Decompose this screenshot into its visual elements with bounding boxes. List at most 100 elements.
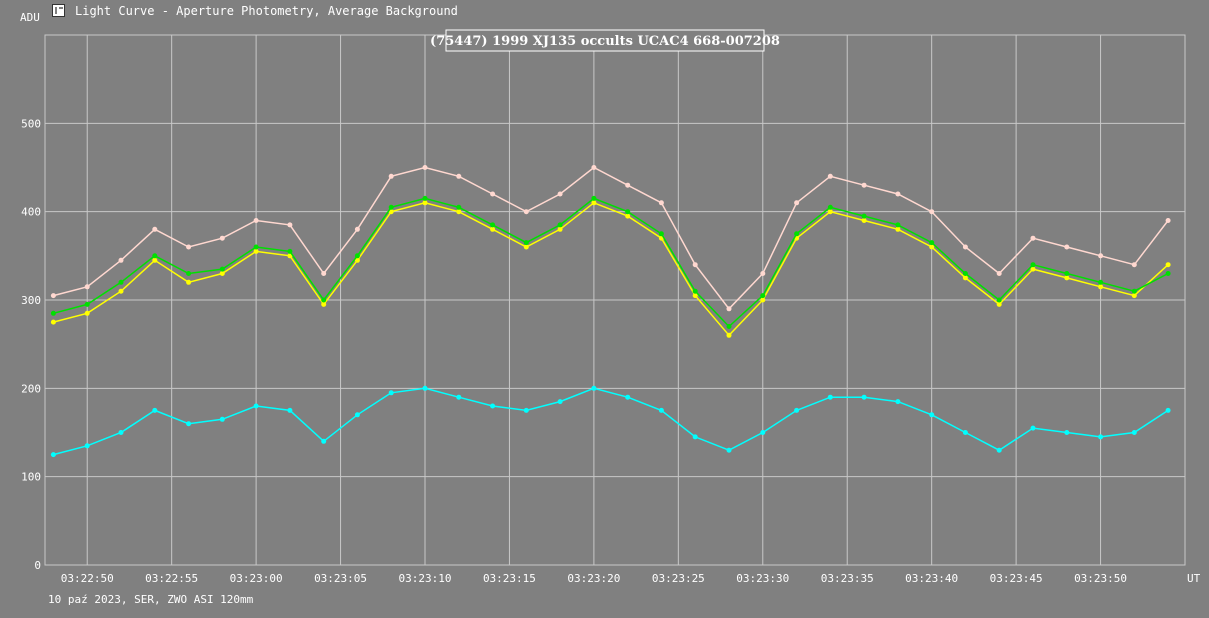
chart-title-box: (75447) 1999 XJ135 occults UCAC4 668-007… bbox=[430, 29, 780, 52]
data-point bbox=[962, 430, 968, 435]
data-point bbox=[388, 173, 394, 179]
data-point bbox=[490, 191, 496, 197]
y-axis-label: ADU bbox=[20, 11, 40, 24]
data-point bbox=[726, 447, 732, 453]
data-point bbox=[219, 235, 225, 241]
data-point bbox=[962, 271, 968, 276]
data-point bbox=[456, 209, 462, 215]
data-point bbox=[895, 226, 901, 232]
data-point bbox=[287, 222, 293, 228]
data-point bbox=[658, 231, 664, 237]
data-point bbox=[1131, 430, 1137, 435]
data-point bbox=[625, 394, 631, 400]
data-point bbox=[625, 209, 631, 215]
data-point bbox=[118, 279, 124, 285]
data-point bbox=[794, 231, 800, 237]
data-point bbox=[1064, 244, 1070, 250]
window-title: Light Curve - Aperture Photometry, Avera… bbox=[75, 4, 458, 18]
data-point bbox=[929, 244, 935, 250]
data-point bbox=[962, 244, 968, 250]
app-icon[interactable] bbox=[52, 4, 65, 17]
data-point bbox=[422, 200, 428, 206]
data-point bbox=[50, 310, 56, 316]
x-tick-label: 03:23:10 bbox=[399, 572, 452, 585]
data-point bbox=[219, 266, 225, 272]
data-point bbox=[962, 275, 968, 281]
data-point bbox=[929, 412, 935, 418]
data-point bbox=[726, 306, 732, 312]
data-point bbox=[456, 204, 462, 210]
y-tick-label: 400 bbox=[21, 206, 41, 219]
data-point bbox=[1165, 262, 1171, 268]
x-tick-label: 03:23:15 bbox=[483, 572, 536, 585]
data-point bbox=[287, 248, 293, 254]
data-point bbox=[50, 319, 56, 325]
data-point bbox=[557, 222, 563, 228]
data-point bbox=[861, 394, 867, 400]
x-tick-label: 03:23:45 bbox=[990, 572, 1043, 585]
data-point bbox=[152, 257, 158, 263]
data-point bbox=[1098, 284, 1104, 290]
data-point bbox=[219, 416, 225, 422]
data-point bbox=[152, 253, 158, 259]
data-point bbox=[1098, 279, 1104, 285]
series-line-2 bbox=[53, 201, 1169, 337]
data-point bbox=[827, 173, 833, 179]
y-tick-label: 300 bbox=[21, 294, 41, 307]
data-point bbox=[422, 385, 428, 391]
data-point bbox=[827, 209, 833, 215]
data-point bbox=[760, 297, 766, 303]
data-point bbox=[186, 271, 192, 276]
series-line-4 bbox=[53, 387, 1169, 456]
data-point bbox=[895, 191, 901, 197]
data-point bbox=[50, 293, 56, 299]
data-point bbox=[186, 421, 192, 427]
y-tick-label: 500 bbox=[21, 117, 41, 130]
data-point bbox=[321, 271, 327, 276]
data-point bbox=[591, 200, 597, 206]
data-point bbox=[591, 195, 597, 201]
data-point bbox=[354, 226, 360, 232]
data-point bbox=[152, 226, 158, 232]
data-point bbox=[84, 310, 90, 316]
x-tick-label: 03:22:55 bbox=[145, 572, 198, 585]
data-point bbox=[422, 195, 428, 201]
x-tick-label: 03:23:50 bbox=[1074, 572, 1127, 585]
data-point bbox=[287, 253, 293, 259]
x-axis-label: UT bbox=[1187, 572, 1201, 585]
data-point bbox=[726, 324, 732, 329]
data-point bbox=[523, 407, 529, 413]
data-point bbox=[253, 244, 259, 250]
x-tick-label: 03:23:30 bbox=[736, 572, 789, 585]
data-point bbox=[692, 288, 698, 294]
data-point bbox=[456, 394, 462, 400]
title-bar: Light Curve - Aperture Photometry, Avera… bbox=[0, 0, 1209, 22]
data-point bbox=[1165, 407, 1171, 413]
data-point bbox=[1098, 434, 1104, 440]
y-axis-ticks: 0 100 200 300 400 500 bbox=[21, 117, 41, 572]
data-point bbox=[287, 407, 293, 413]
data-point bbox=[490, 403, 496, 409]
chart-title: (75447) 1999 XJ135 occults UCAC4 668-007… bbox=[430, 34, 780, 49]
data-point bbox=[827, 394, 833, 400]
data-point bbox=[1131, 293, 1137, 299]
data-point bbox=[625, 182, 631, 188]
footer-info: 10 paź 2023, SER, ZWO ASI 120mm bbox=[48, 593, 254, 606]
data-point bbox=[1030, 425, 1036, 431]
data-point bbox=[354, 412, 360, 418]
data-point bbox=[118, 257, 124, 263]
data-point bbox=[118, 288, 124, 294]
data-point bbox=[1064, 271, 1070, 276]
data-point bbox=[321, 297, 327, 303]
data-point bbox=[1165, 218, 1171, 223]
data-point bbox=[490, 222, 496, 228]
data-point bbox=[321, 301, 327, 307]
data-point bbox=[1131, 262, 1137, 268]
data-point bbox=[490, 226, 496, 232]
data-point bbox=[557, 399, 563, 405]
data-point bbox=[692, 262, 698, 268]
data-point bbox=[253, 248, 259, 254]
data-point bbox=[354, 253, 360, 259]
data-point bbox=[658, 200, 664, 206]
data-point bbox=[50, 452, 56, 458]
